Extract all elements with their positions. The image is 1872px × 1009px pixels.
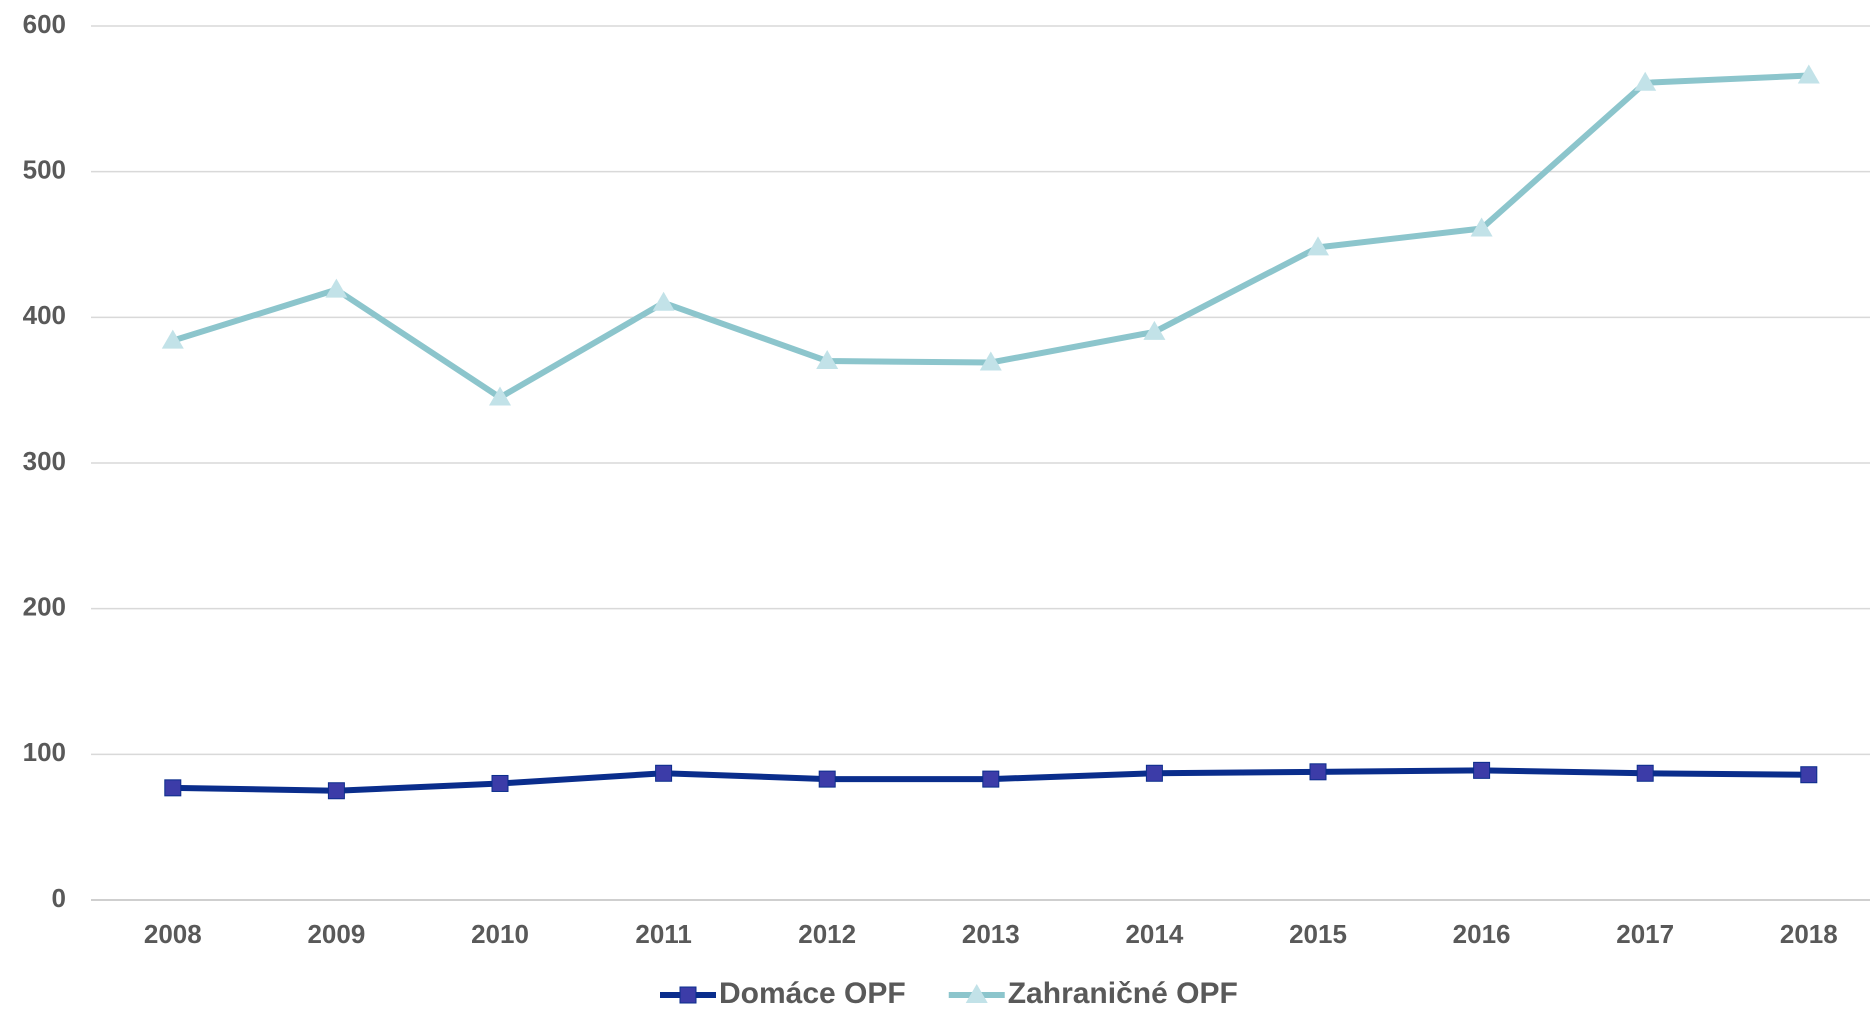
data-point [1473,761,1491,779]
data-point [979,351,1002,371]
x-tick-label: 2017 [1616,919,1674,949]
y-tick-label: 0 [52,883,66,913]
data-point [818,770,836,788]
data-point [325,278,348,298]
series-line [171,72,1809,401]
y-tick-label: 400 [23,300,66,330]
data-point [1797,64,1820,84]
x-tick-label: 2016 [1453,919,1511,949]
legend-marker [965,984,988,1003]
y-tick-label: 300 [23,446,66,476]
x-tick-label: 2008 [144,919,202,949]
x-tick-label: 2014 [1125,919,1183,949]
legend-marker [679,986,697,1004]
legend-label: Zahraničné OPF [1008,977,1238,1009]
data-point [489,386,511,406]
x-tick-label: 2015 [1289,919,1347,949]
data-point [164,779,182,797]
data-point [1143,320,1166,340]
data-point [652,291,675,311]
x-tick-label: 2011 [635,919,691,949]
data-point [1145,764,1163,782]
data-point [491,774,509,792]
x-tick-label: 2010 [471,919,529,949]
data-point [1634,71,1657,91]
data-point [1470,217,1493,237]
x-tick-label: 2009 [307,919,365,949]
data-point [1307,236,1329,256]
y-tick-label: 100 [23,737,66,767]
data-point [1636,764,1654,782]
data-point [1800,766,1818,784]
data-point [327,782,345,800]
data-point [1309,763,1327,781]
y-tick-label: 600 [23,9,66,39]
x-tick-label: 2013 [962,919,1020,949]
x-tick-label: 2018 [1780,919,1838,949]
data-point [982,770,1000,788]
data-point [816,350,839,370]
data-point [161,329,184,349]
y-tick-label: 200 [23,592,66,622]
x-tick-label: 2012 [798,919,856,949]
y-tick-label: 500 [23,155,66,185]
legend-label: Domáce OPF [719,977,906,1009]
data-point [655,764,673,782]
